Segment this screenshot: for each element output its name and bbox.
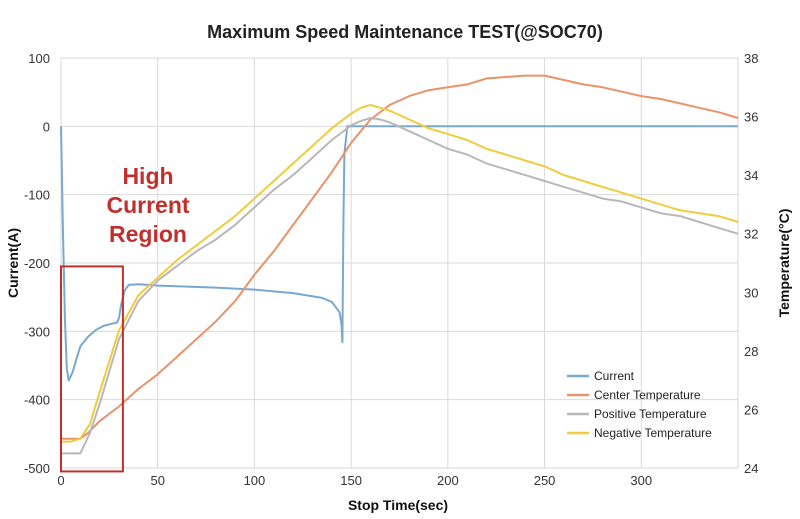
chart-title: Maximum Speed Maintenance TEST(@SOC70) [207, 22, 603, 42]
y-right-tick-label: 26 [744, 402, 758, 417]
legend-label: Center Temperature [594, 388, 701, 402]
y-right-tick-label: 32 [744, 227, 758, 242]
annotation-line-1: High [122, 163, 173, 189]
series-line-current [60, 125, 738, 382]
x-tick-label: 0 [57, 473, 64, 488]
y-left-tick-label: -300 [24, 324, 50, 339]
annotation-line-2: Current [106, 192, 189, 218]
y-left-tick-label: -400 [24, 393, 50, 408]
y-axis-left-label: Current(A) [5, 228, 21, 298]
y-axis-right-label: Temperature(°C) [776, 209, 792, 318]
y-right-tick-label: 30 [744, 285, 758, 300]
x-tick-label: 150 [340, 473, 362, 488]
x-tick-label: 100 [244, 473, 266, 488]
legend-label: Positive Temperature [594, 407, 707, 421]
annotation-line-3: Region [109, 221, 187, 247]
y-left-tick-label: -200 [24, 256, 50, 271]
y-right-tick-label: 38 [744, 51, 758, 66]
x-tick-label: 200 [437, 473, 459, 488]
x-ticks: 0 50 100 150 200 250 300 [57, 473, 652, 488]
legend: Current Center Temperature Positive Temper… [567, 369, 712, 440]
legend-label: Negative Temperature [594, 426, 712, 440]
legend-label: Current [594, 369, 635, 383]
y-left-tick-label: 0 [43, 119, 50, 134]
y-right-ticks: 38 36 34 32 30 28 26 24 [744, 51, 758, 476]
series-line-center-temperature [61, 74, 739, 440]
y-left-tick-label: -100 [24, 188, 50, 203]
high-current-region-box [60, 265, 124, 473]
series-layer [60, 74, 739, 455]
y-right-tick-label: 28 [744, 344, 758, 359]
y-right-tick-label: 36 [744, 110, 758, 125]
x-tick-label: 50 [150, 473, 164, 488]
y-left-tick-label: -500 [24, 461, 50, 476]
y-right-tick-label: 34 [744, 168, 758, 183]
x-tick-label: 250 [534, 473, 556, 488]
x-axis-label: Stop Time(sec) [348, 497, 448, 513]
y-left-tick-label: 100 [28, 51, 50, 66]
y-right-tick-label: 24 [744, 461, 758, 476]
series-line-positive-temperature [61, 117, 739, 455]
annotation-layer: High Current Region [60, 163, 190, 473]
series-line-negative-temperature [61, 103, 739, 443]
x-tick-label: 300 [630, 473, 652, 488]
y-left-ticks: 100 0 -100 -200 -300 -400 -500 [24, 51, 50, 476]
